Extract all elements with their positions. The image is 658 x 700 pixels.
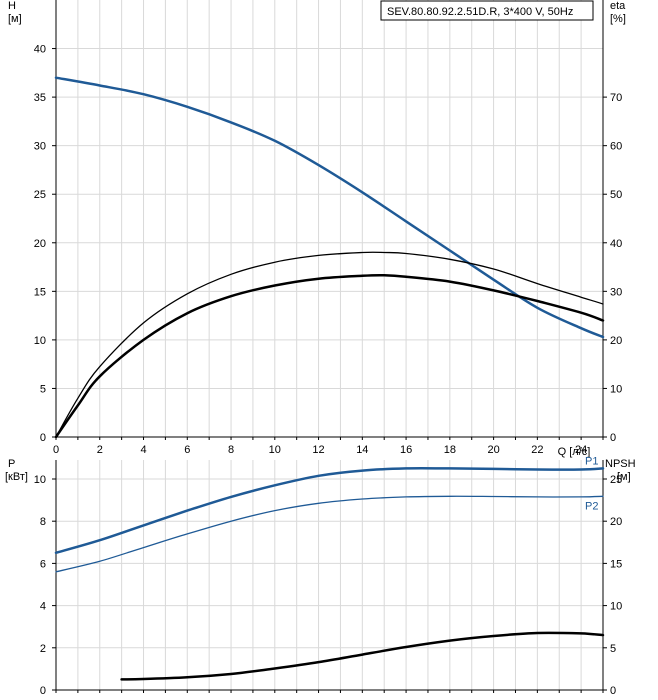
x-tick-label: 24 <box>575 444 587 456</box>
left-tick-label: 0 <box>40 685 46 697</box>
left-tick-label: 5 <box>40 383 46 395</box>
x-tick-label: 16 <box>400 444 412 456</box>
x-tick-label: 8 <box>228 444 234 456</box>
left-tick-label: 4 <box>40 601 46 613</box>
left-tick-label: 40 <box>34 44 46 56</box>
top-series <box>54 76 605 439</box>
left-tick-label: 2 <box>40 643 46 655</box>
right-tick-label: 15 <box>610 558 622 570</box>
left-tick-label: 20 <box>34 238 46 250</box>
top-left-ticks: 0 5 10 15 20 25 30 35 40 <box>34 44 56 444</box>
x-axis-label: Q [л/с] <box>558 446 591 458</box>
left-tick-label: 6 <box>40 558 46 570</box>
top-right-axis-name: eta <box>610 0 626 12</box>
top-left-axis-unit: [м] <box>8 13 22 25</box>
bottom-series: P1 P2 <box>54 455 605 681</box>
right-tick-label: 30 <box>610 286 622 298</box>
right-tick-label: 20 <box>610 516 622 528</box>
left-tick-label: 10 <box>34 335 46 347</box>
right-tick-label: 20 <box>610 335 622 347</box>
series-line-p1 <box>54 467 605 555</box>
top-left-axis-name: H <box>8 0 16 12</box>
series-line-efficiency-thin <box>55 251 604 438</box>
right-tick-label: 0 <box>610 432 616 444</box>
top-x-ticks: 0 2 4 6 8 10 12 14 16 18 20 22 24 <box>53 444 587 456</box>
x-tick-label: 6 <box>184 444 190 456</box>
left-tick-label: 10 <box>34 474 46 486</box>
title-box <box>380 0 594 21</box>
left-tick-label: 15 <box>34 286 46 298</box>
power-npsh-plot: 0 2 4 6 8 10 0 5 10 15 20 25 P1 P2 P [кВт] NPSH [м] <box>5 455 636 697</box>
right-tick-label: 50 <box>610 189 622 201</box>
right-tick-label: 0 <box>610 685 616 697</box>
x-tick-label: 12 <box>312 444 324 456</box>
x-tick-label: 4 <box>140 444 146 456</box>
bottom-left-axis-unit: [кВт] <box>5 471 28 483</box>
right-tick-label: 40 <box>610 238 622 250</box>
right-tick-label: 25 <box>610 474 622 486</box>
left-tick-label: 8 <box>40 516 46 528</box>
right-tick-label: 60 <box>610 141 622 153</box>
bottom-left-axis-name: P <box>8 458 15 470</box>
series-line-head <box>54 76 605 339</box>
series-label-p2: P2 <box>585 500 598 512</box>
x-tick-label: 14 <box>356 444 368 456</box>
x-tick-label: 0 <box>53 444 59 456</box>
bottom-left-ticks: 0 2 4 6 8 10 <box>34 474 56 697</box>
x-tick-label: 2 <box>97 444 103 456</box>
top-grid <box>55 0 604 440</box>
left-tick-label: 35 <box>34 92 46 104</box>
right-tick-label: 70 <box>610 92 622 104</box>
top-right-axis-unit: [%] <box>610 13 626 25</box>
x-tick-label: 22 <box>531 444 543 456</box>
bottom-right-ticks: 0 5 10 15 20 25 <box>603 474 622 697</box>
top-right-ticks: 0 10 20 30 40 50 60 70 <box>603 92 622 444</box>
left-tick-label: 30 <box>34 141 46 153</box>
series-line-npsh <box>120 631 605 681</box>
x-tick-label: 18 <box>444 444 456 456</box>
series-line-efficiency-thick <box>54 273 605 439</box>
x-tick-label: 20 <box>487 444 499 456</box>
left-tick-label: 25 <box>34 189 46 201</box>
series-line-p2 <box>55 495 604 573</box>
x-tick-label: 10 <box>269 444 281 456</box>
right-tick-label: 10 <box>610 601 622 613</box>
left-tick-label: 0 <box>40 432 46 444</box>
chart-title: SEV.80.80.92.2.51D.R, 3*400 V, 50Hz <box>387 6 573 18</box>
bottom-grid <box>55 460 604 693</box>
bottom-right-axis-unit: [м] <box>617 471 631 483</box>
right-tick-label: 5 <box>610 643 616 655</box>
series-label-p1: P1 <box>585 455 598 467</box>
bottom-right-axis-name: NPSH <box>605 458 636 470</box>
right-tick-label: 10 <box>610 383 622 395</box>
